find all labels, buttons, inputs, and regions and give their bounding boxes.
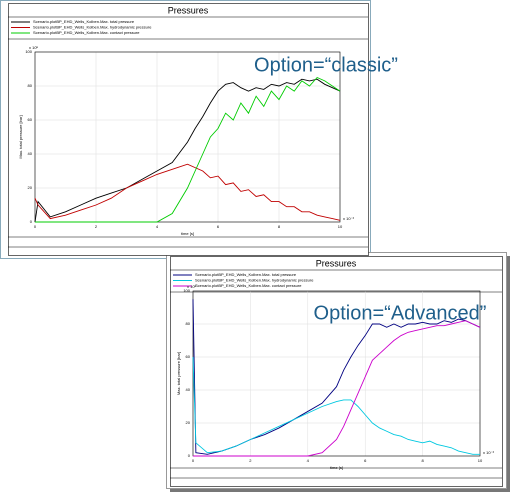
y-tick-label: 80 — [186, 321, 191, 326]
y-tick-label: 80 — [28, 83, 33, 88]
series-line — [192, 356, 480, 455]
x-tick-label: 4 — [307, 458, 310, 463]
chart-title: Pressures — [316, 258, 357, 268]
y-tick-label: 40 — [28, 151, 33, 156]
x-tick-label: 4 — [156, 224, 159, 229]
x-axis-label: time [s] — [330, 465, 343, 470]
x-exponent: x 10⁻³ — [343, 216, 355, 221]
chart-frame — [8, 3, 369, 256]
legend-label: Scenario.plotBP_EHD_Wells_Kolben.Max. hy… — [33, 25, 152, 30]
x-tick-label: 6 — [217, 224, 220, 229]
y-tick-label: 100 — [25, 49, 32, 54]
y-tick-label: 40 — [186, 387, 191, 392]
x-tick-label: 10 — [338, 224, 343, 229]
x-axis-label: time [s] — [181, 231, 194, 236]
plot-area — [34, 51, 341, 223]
chart-frame — [170, 256, 503, 487]
x-tick-label: 8 — [421, 458, 424, 463]
series-line — [34, 78, 341, 223]
y-tick-label: 60 — [186, 354, 191, 359]
x-tick-label: 8 — [278, 224, 281, 229]
y-exponent: x 10⁵ — [187, 284, 197, 289]
y-tick-label: 0 — [30, 219, 33, 224]
x-tick-label: 10 — [478, 458, 483, 463]
x-tick-label: 6 — [364, 458, 367, 463]
legend-label: Scenario.plotBP_EHD_Wells_Kolben.Max. to… — [33, 19, 135, 24]
legend-label: Scenario.plotBP_EHD_Wells_Kolben.Max. hy… — [195, 278, 314, 283]
annotation: Option=“classic” — [254, 54, 398, 76]
chart-title: Pressures — [168, 5, 209, 15]
legend-label: Scenario.plotBP_EHD_Wells_Kolben.Max. to… — [195, 272, 297, 277]
y-axis-label: Max. total pressure [bar] — [18, 115, 23, 158]
y-axis-label: Max. total pressure [bar] — [176, 352, 181, 395]
legend-label: Scenario.plotBP_EHD_Wells_Kolben.Max. co… — [33, 30, 140, 35]
x-tick-label: 0 — [34, 224, 37, 229]
x-exponent: x 10⁻³ — [483, 450, 495, 455]
series-line — [34, 163, 341, 221]
plot-area — [192, 290, 481, 457]
legend-label: Scenario.plotBP_EHD_Wells_Kolben.Max. co… — [195, 283, 302, 288]
y-exponent: x 10⁵ — [29, 45, 39, 50]
x-tick-label: 0 — [192, 458, 195, 463]
y-tick-label: 60 — [28, 117, 33, 122]
x-tick-label: 2 — [249, 458, 252, 463]
series-line — [35, 76, 341, 223]
y-tick-label: 100 — [183, 288, 190, 293]
annotation: Option=“Advanced” — [314, 302, 487, 324]
y-tick-label: 0 — [188, 453, 191, 458]
y-tick-label: 20 — [186, 420, 191, 425]
y-tick-label: 20 — [28, 185, 33, 190]
x-tick-label: 2 — [95, 224, 98, 229]
series-line — [193, 320, 481, 457]
